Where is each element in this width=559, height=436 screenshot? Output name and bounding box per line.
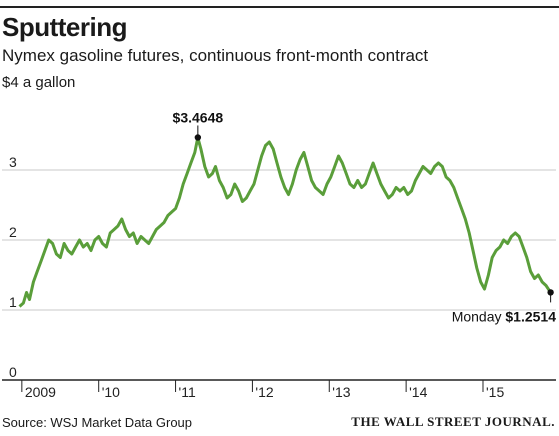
y-tick-label-1: 1 (9, 294, 17, 310)
y-axis-ticks: 0 1 2 3 (9, 154, 17, 380)
x-tick-label-'13: '13 (332, 384, 350, 400)
x-tick-label-2009: 2009 (25, 384, 56, 400)
series-line-0 (18, 136, 552, 308)
annotation-dot-1 (547, 289, 554, 296)
y-axis-units-label: $4 a gallon (2, 74, 76, 91)
y-tick-label-0: 0 (9, 364, 17, 380)
annotation-value-1: $1.2514 (505, 308, 556, 324)
gridlines (2, 169, 556, 311)
y-tick-label-2: 2 (9, 224, 17, 240)
y-tick-label-3: 3 (9, 154, 17, 170)
annotations: $3.4648 Monday $1.2514 (173, 109, 557, 324)
x-tick-label-'12: '12 (255, 384, 273, 400)
chart-title: Sputtering (2, 12, 128, 42)
x-tick-label-'14: '14 (409, 384, 427, 400)
annotation-label-1: Monday $1.2514 (452, 308, 557, 324)
series-layer (18, 136, 552, 308)
x-tick-label-'15: '15 (486, 384, 504, 400)
top-rule (0, 6, 559, 8)
x-axis: 2009 '10 '11 '12 '13 '14 '15 (2, 379, 556, 400)
source-note: Source: WSJ Market Data Group (2, 415, 193, 430)
annotation-prefix-1: Monday (452, 308, 506, 324)
x-tick-label-'11: '11 (179, 384, 196, 400)
publisher-logo: THE WALL STREET JOURNAL. (351, 414, 555, 429)
chart-subtitle: Nymex gasoline futures, continuous front… (2, 46, 429, 65)
x-tick-label-'10: '10 (102, 384, 120, 400)
annotation-label-0: $3.4648 (173, 109, 224, 125)
